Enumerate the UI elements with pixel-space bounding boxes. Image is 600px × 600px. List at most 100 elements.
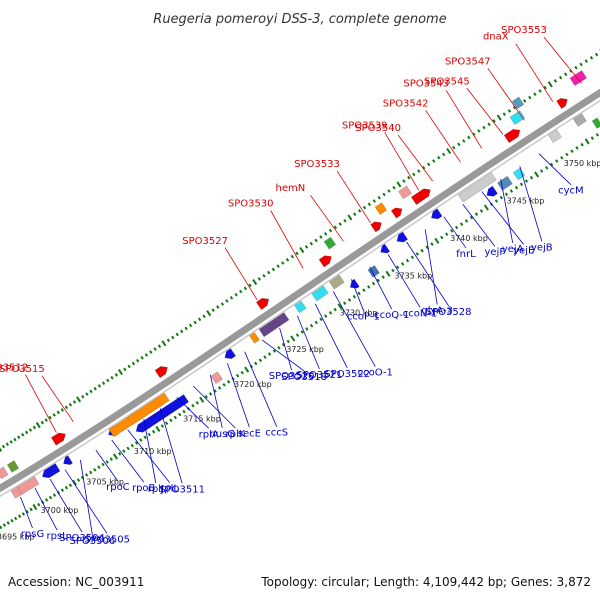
minor-tick [48,415,52,420]
minor-tick [52,413,56,417]
minor-tick [462,139,466,143]
reverse-gene-label: SPO3518 [281,372,327,383]
minor-tick [222,382,226,387]
minor-tick [432,159,436,163]
forward-gene-label: SPO3540 [355,123,401,134]
minor-tick [2,523,7,527]
minor-tick [153,347,157,351]
minor-tick [347,298,352,302]
minor-tick [84,473,89,477]
minor-tick [417,169,421,173]
minor-tick [314,320,318,325]
label-leader-line [193,385,236,429]
gene-feature [318,255,332,268]
gene-feature [397,185,413,200]
major-tick [385,270,391,277]
minor-tick [381,275,385,279]
minor-tick [285,257,290,262]
minor-tick [514,185,519,190]
minor-tick [362,205,367,210]
minor-tick [32,425,37,430]
gene-feature [6,460,20,473]
minor-tick [402,179,406,183]
minor-tick [169,418,173,423]
minor-tick [118,451,122,456]
reverse-gene-label: SPO3506 [70,536,116,547]
reverse-gene-label: SPO3505 [84,535,130,546]
reverse-gene-label: nusG [209,429,235,440]
label-leader-line [314,303,348,368]
gene-feature [374,202,388,215]
label-leader-line [143,418,157,484]
label-leader-line [369,266,393,310]
minor-tick [410,255,415,260]
minor-tick [85,392,89,396]
minor-tick [314,238,318,243]
minor-tick [564,72,568,77]
minor-tick [565,152,569,157]
minor-tick [267,352,272,356]
minor-tick [130,443,134,448]
feature-layer [0,70,600,499]
major-tick [290,335,296,342]
kbp-tick-label: 3740 kbp [450,234,488,243]
reverse-gene-label: SPO3521 [297,370,343,381]
minor-tick [262,273,266,278]
kbp-tick-label: 3700 kbp [41,506,79,515]
minor-tick [382,192,386,197]
kbp-tick-label: 3695 kbp [0,532,35,541]
gene-feature [497,175,513,191]
forward-gene-label: SPO3512 [0,363,28,374]
minor-tick [396,265,400,270]
minor-tick [362,288,366,293]
minor-tick [319,235,323,239]
label-lines [20,36,582,536]
minor-tick [437,155,441,160]
minor-tick [405,258,410,263]
label-leader-line [384,132,420,191]
reverse-gene-label: cycM [558,186,584,197]
minor-tick [101,381,106,386]
minor-tick [248,283,252,288]
label-leader-line [64,469,108,534]
minor-tick [467,135,471,140]
minor-tick [48,495,53,500]
label-leader-line [310,194,344,242]
kbp-tick-label: 3750 kbp [564,159,600,168]
minor-tick [305,327,309,331]
forward-gene-labels: SPO3502SPO3503SPO3512SPO3515SPO3527SPO35… [0,25,547,375]
minor-tick [555,159,559,163]
label-leader-line [425,110,461,163]
reverse-gene-label: yejB [531,242,553,253]
reverse-gene-label: SPO3528 [426,307,472,318]
minor-tick [450,229,454,233]
reverse-gene-label: ccoO-1 [358,368,393,379]
minor-tick [240,370,244,375]
minor-tick [528,95,532,100]
minor-tick [507,109,512,113]
minor-tick [290,254,294,259]
minor-tick [28,428,33,432]
major-tick [446,147,452,155]
major-tick [118,369,123,376]
gene-feature [591,117,600,129]
minor-tick [97,384,102,388]
minor-tick [64,485,69,490]
reverse-gene-label: SPO3511 [159,484,205,495]
label-leader-line [279,327,292,371]
minor-tick [267,270,271,275]
label-leader-line [351,279,364,311]
label-leader-line [227,363,250,428]
minor-tick [93,386,97,391]
backbone-highlight [0,99,600,498]
major-tick [434,237,440,244]
minor-tick [44,498,49,502]
minor-tick [40,420,44,425]
minor-tick [229,295,234,300]
forward-gene-label: SPO3553 [501,25,547,36]
forward-gene-label: SPO3539 [342,120,388,131]
gene-feature [0,466,9,480]
minor-tick [328,228,333,233]
minor-tick [343,218,347,223]
major-tick [483,204,489,211]
